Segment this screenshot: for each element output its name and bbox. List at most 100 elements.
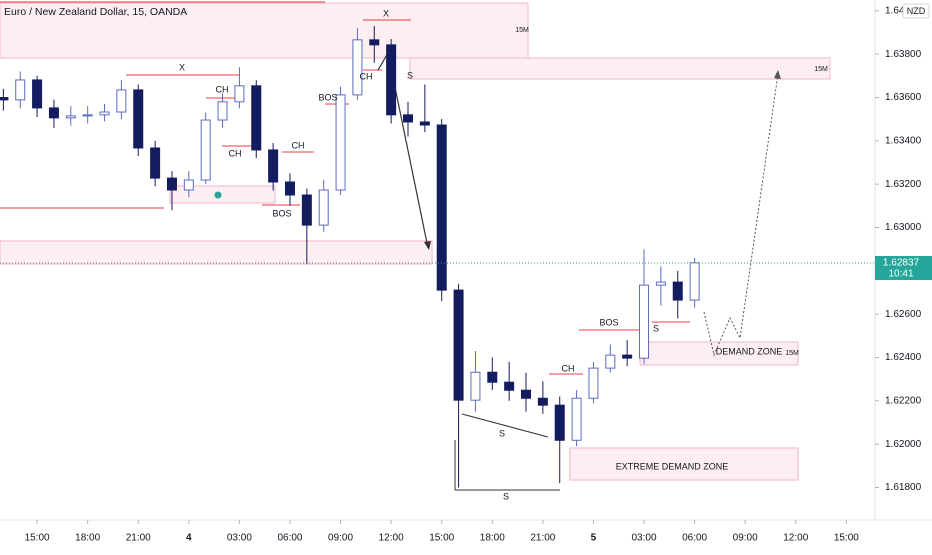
candle-body — [268, 149, 279, 183]
candle-body — [386, 44, 397, 116]
candle-body — [588, 367, 599, 399]
marker — [214, 191, 222, 199]
candle-body — [639, 284, 650, 359]
chart-title: Euro / New Zealand Dollar, 15, OANDA — [4, 6, 187, 18]
candle-body — [183, 179, 194, 191]
annotation: BOS — [272, 208, 291, 218]
y-tick-label: 1.63200 — [885, 179, 922, 190]
candle-body — [99, 111, 110, 116]
annotation: CH — [216, 84, 229, 94]
arrow-head — [774, 70, 781, 79]
currency-box — [902, 3, 930, 19]
y-tick-label: 1.62200 — [885, 395, 922, 406]
candle-body — [521, 389, 532, 399]
annotations: XXCHCHCHCHCHBOSBOSBOSSSSS15M15M15MDEMAND… — [179, 8, 828, 501]
x-tick-label: 4 — [186, 533, 192, 544]
x-tick-label: 12:00 — [783, 533, 808, 544]
currency: NZD — [907, 6, 926, 16]
x-tick-label: 18:00 — [480, 533, 505, 544]
candle-body — [537, 397, 548, 406]
extreme-demand-zone — [569, 447, 799, 481]
candle-body — [166, 177, 177, 191]
y-tick-label: 1.63400 — [885, 135, 922, 146]
annotation: S — [653, 323, 659, 333]
supply-zone — [0, 2, 529, 59]
x-tick-label: 5 — [591, 533, 597, 544]
candle-body — [15, 79, 26, 101]
supply-zone — [409, 57, 831, 80]
candle-body — [335, 94, 346, 191]
x-tick-label: 06:00 — [277, 533, 302, 544]
candle-body — [48, 107, 59, 119]
arrow-head — [424, 241, 431, 250]
annotation: S — [499, 428, 505, 438]
candle-body — [504, 381, 515, 391]
y-tick-label: 1.61800 — [885, 482, 922, 493]
candle-body — [605, 354, 616, 369]
candle-body — [453, 289, 464, 401]
x-tick-label: 03:00 — [632, 533, 657, 544]
candle-body — [0, 97, 9, 101]
last-price-time: 10:41 — [888, 269, 913, 280]
x-tick-label: 21:00 — [126, 533, 151, 544]
trend-line — [461, 413, 549, 438]
candle-body — [352, 39, 363, 96]
annotation: 15M — [515, 27, 529, 34]
x-tick-label: 21:00 — [530, 533, 555, 544]
projection-arrow — [377, 51, 429, 249]
candle-body — [133, 89, 144, 149]
structure-lines — [0, 1, 781, 491]
candle-body — [301, 194, 312, 226]
annotation: BOS — [599, 317, 618, 327]
annotation: CH — [229, 148, 242, 158]
zones — [0, 2, 831, 481]
candle-body — [655, 281, 666, 286]
candle-body — [689, 262, 700, 301]
annotation: X — [179, 62, 185, 72]
candle-body — [284, 181, 295, 196]
x-tick-label: 03:00 — [227, 533, 252, 544]
annotation: BOS — [318, 92, 337, 102]
candle-body — [622, 354, 633, 359]
candle-body — [200, 119, 211, 181]
y-tick-label: 1.63600 — [885, 92, 922, 103]
annotation: S — [407, 70, 413, 80]
candle-body — [318, 189, 329, 226]
projection-path — [703, 73, 779, 357]
candle-body — [82, 114, 93, 117]
annotation: EXTREME DEMAND ZONE — [616, 461, 729, 471]
candle-body — [369, 39, 380, 46]
last-price: 1.62837 — [883, 258, 920, 269]
axes: 1.61800 1.62000 1.62200 1.62400 1.62600 1.628… — [25, 5, 922, 543]
y-tick-label: 1.63000 — [885, 222, 922, 233]
x-tick-label: 09:00 — [733, 533, 758, 544]
zone — [0, 240, 433, 265]
y-tick-label: 1.63800 — [885, 49, 922, 60]
zone — [169, 185, 276, 204]
candle-body — [234, 85, 245, 103]
annotation: 15M — [785, 350, 799, 357]
annotation: DEMAND ZONE — [716, 346, 783, 356]
x-tick-label: 12:00 — [379, 533, 404, 544]
candle-body — [65, 115, 76, 119]
candle-body — [116, 89, 127, 113]
candle-body — [402, 114, 413, 123]
x-tick-label: 15:00 — [429, 533, 454, 544]
candle-body — [150, 147, 161, 179]
x-tick-label: 15:00 — [834, 533, 859, 544]
candle-body — [672, 281, 683, 301]
annotation: CH — [562, 363, 575, 373]
y-tick-label: 1.62600 — [885, 309, 922, 320]
annotation: CH — [292, 140, 305, 150]
x-tick-label: 06:00 — [682, 533, 707, 544]
candle-body — [554, 404, 565, 441]
annotation: CH — [360, 71, 373, 81]
y-tick-label: 1.62000 — [885, 439, 922, 450]
candle-body — [436, 124, 447, 291]
candle-body — [419, 121, 430, 126]
annotation: X — [383, 8, 389, 18]
last-price-box — [875, 256, 932, 280]
y-tick-label: 1.62400 — [885, 352, 922, 363]
candle-body — [217, 101, 228, 121]
